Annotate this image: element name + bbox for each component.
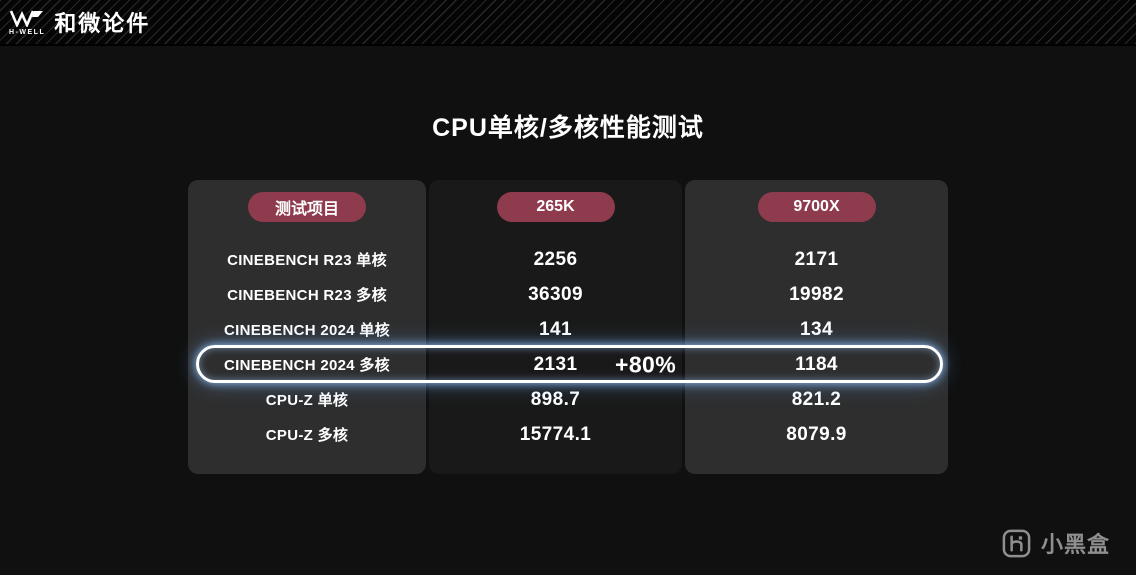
column-header-tests: 测试项目 <box>248 192 366 222</box>
column-265k: 265K 2256 36309 141 2131 +80% 898.7 1577… <box>429 180 682 474</box>
test-label: CPU-Z 单核 <box>265 392 349 409</box>
test-labels: CINEBENCH R23 单核 CINEBENCH R23 多核 CINEBE… <box>188 242 426 452</box>
value-9700x: 19982 <box>789 283 844 305</box>
value-265k: 15774.1 <box>519 423 592 445</box>
values-265k: 2256 36309 141 2131 +80% 898.7 15774.1 <box>429 242 682 452</box>
table-row: 898.7 <box>429 382 682 417</box>
table-row: 2256 <box>429 242 682 277</box>
test-label: CINEBENCH R23 单核 <box>227 252 387 269</box>
benchmark-table: 测试项目 CINEBENCH R23 单核 CINEBENCH R23 多核 C… <box>188 180 948 474</box>
table-row: 134 <box>685 312 948 347</box>
value-9700x: 2171 <box>794 248 839 270</box>
column-header-9700x: 9700X <box>757 192 876 222</box>
column-9700x: 9700X 2171 19982 134 1184 821.2 8079.9 <box>685 180 948 474</box>
table-row: CINEBENCH R23 多核 <box>188 277 426 312</box>
hwell-logo-icon: H-WELL <box>9 9 45 36</box>
value-9700x: 1184 <box>795 353 838 375</box>
boost-badge: +80% <box>615 351 677 377</box>
table-row: 141 <box>429 312 682 347</box>
test-label: CINEBENCH 2024 多核 <box>224 357 390 374</box>
test-label: CINEBENCH 2024 单核 <box>224 322 390 339</box>
table-row: CINEBENCH 2024 单核 <box>188 312 426 347</box>
column-tests: 测试项目 CINEBENCH R23 单核 CINEBENCH R23 多核 C… <box>188 180 426 474</box>
value-265k: 898.7 <box>530 388 581 410</box>
heybox-logo-icon <box>1001 528 1032 559</box>
brand: H-WELL 和微论件 <box>9 6 150 38</box>
table-row: CINEBENCH 2024 多核 <box>188 347 426 382</box>
brand-name: 和微论件 <box>54 11 151 36</box>
table-row: 8079.9 <box>685 417 948 452</box>
table-row: 821.2 <box>685 382 948 417</box>
page-title: CPU单核/多核性能测试 <box>432 114 704 142</box>
logo-text: H-WELL <box>9 28 46 36</box>
value-9700x: 821.2 <box>791 388 842 410</box>
watermark-text: 小黑盒 <box>1040 532 1110 557</box>
table-row: 1184 <box>685 347 948 382</box>
value-9700x: 134 <box>800 318 833 340</box>
table-row: CPU-Z 单核 <box>188 382 426 417</box>
value-265k: 2256 <box>533 248 578 270</box>
value-9700x: 8079.9 <box>786 423 847 445</box>
table-row: CPU-Z 多核 <box>188 417 426 452</box>
top-banner: H-WELL 和微论件 <box>0 0 1136 46</box>
table-row: CINEBENCH R23 单核 <box>188 242 426 277</box>
column-header-265k: 265K <box>496 192 615 222</box>
test-label: CPU-Z 多核 <box>265 427 349 444</box>
values-9700x: 2171 19982 134 1184 821.2 8079.9 <box>685 242 948 452</box>
table-row: 36309 <box>429 277 682 312</box>
table-row: 2131 +80% <box>429 347 682 382</box>
value-265k: 2131 <box>533 353 578 375</box>
value-265k: 36309 <box>528 283 583 305</box>
table-row: 2171 <box>685 242 948 277</box>
value-265k: 141 <box>539 318 572 340</box>
table-row: 15774.1 <box>429 417 682 452</box>
test-label: CINEBENCH R23 多核 <box>227 287 387 304</box>
table-row: 19982 <box>685 277 948 312</box>
watermark: 小黑盒 <box>1001 527 1110 559</box>
